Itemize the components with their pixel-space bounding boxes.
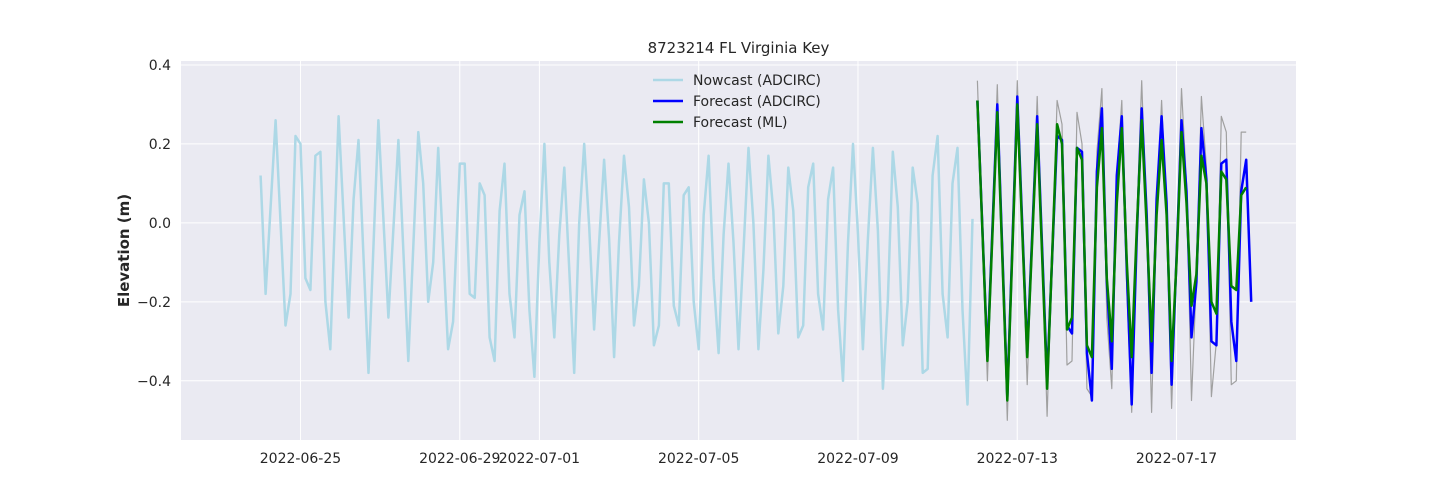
legend-label: Forecast (ADCIRC) [693, 94, 821, 110]
legend-label: Nowcast (ADCIRC) [693, 73, 821, 89]
legend: Nowcast (ADCIRC) Forecast (ADCIRC) Forecas… [653, 73, 821, 131]
x-tick-label: 2022-06-29 [419, 451, 500, 467]
chart-title: 8723214 FL Virginia Key [648, 39, 830, 57]
x-tick-label: 2022-07-05 [658, 451, 739, 467]
y-tick-label: 0.2 [149, 137, 171, 153]
x-tick-label: 2022-07-17 [1136, 451, 1217, 467]
y-tick-label: 0.4 [149, 58, 171, 74]
y-axis-label: Elevation (m) [115, 194, 133, 307]
plot-area [181, 61, 1296, 440]
y-tick-label: −0.2 [137, 295, 171, 311]
x-tick-label: 2022-06-25 [260, 451, 341, 467]
series-layer [259, 80, 1253, 421]
series-nowcast-adcirc [259, 115, 974, 406]
legend-label: Forecast (ML) [693, 115, 788, 131]
x-tick-label: 2022-07-13 [977, 451, 1058, 467]
x-tick-label: 2022-07-09 [817, 451, 898, 467]
x-tick-label: 2022-07-01 [499, 451, 580, 467]
y-tick-label: 0.0 [149, 216, 171, 232]
y-tick-label: −0.4 [137, 374, 171, 390]
series-forecast-ml [976, 100, 1248, 402]
